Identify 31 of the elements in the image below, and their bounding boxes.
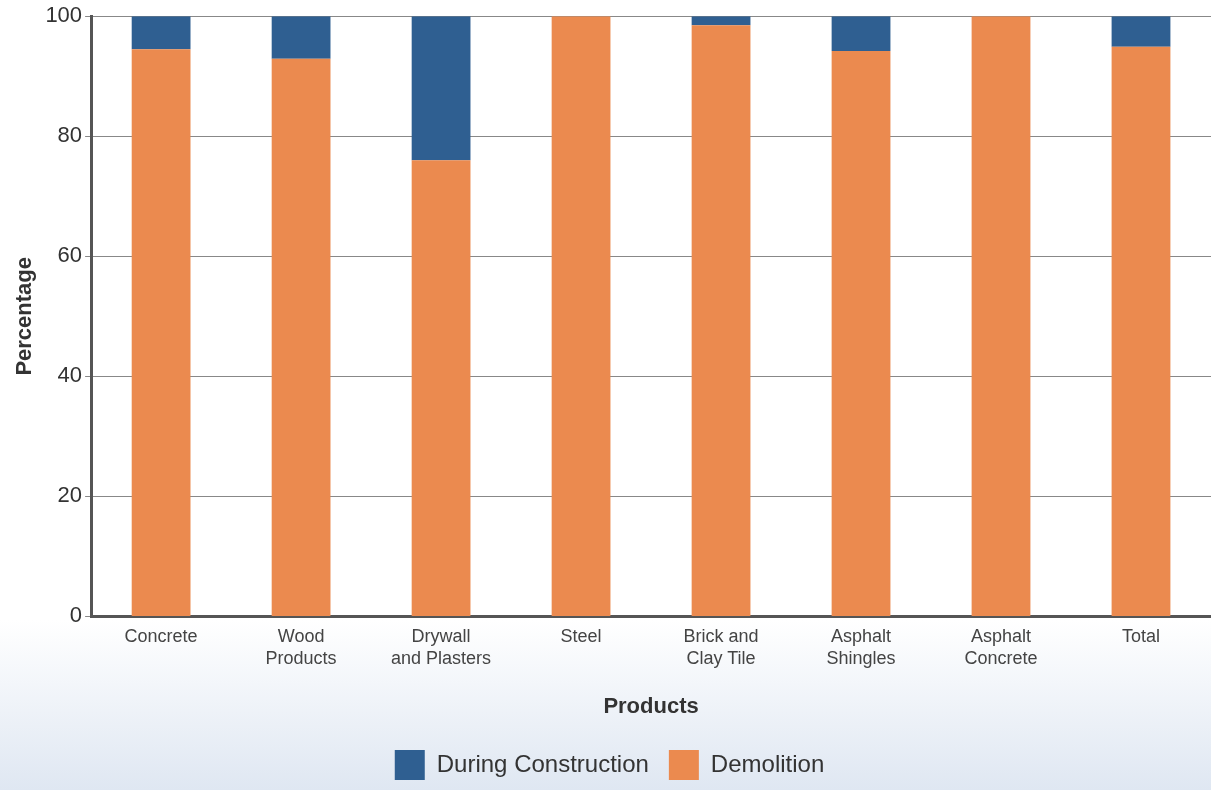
bar [971,16,1031,616]
legend-label: During Construction [436,749,649,777]
x-tick-label: Drywall and Plasters [391,626,492,668]
bar [831,16,891,52]
x-tick-label: Asphalt Shingles [826,626,896,668]
y-axis-title: Percentage [11,256,37,376]
legend-label: Demolition [710,749,825,777]
y-tick-label: 20 [57,482,83,508]
bar [831,51,891,616]
y-tick-label: 0 [69,602,83,628]
bar [131,16,191,50]
bar [551,16,611,616]
bar [691,25,751,616]
x-tick-label: Brick and Clay Tile [683,626,759,668]
y-tick-label: 80 [57,122,83,148]
bar [271,16,331,59]
y-tick-label: 40 [57,362,83,388]
y-tick-label: 60 [57,242,83,268]
y-tick-label: 100 [45,2,83,28]
bar [131,49,191,616]
x-tick-label: Wood Products [265,626,337,668]
bar [1111,16,1171,47]
x-tick-label: Total [1121,626,1161,647]
x-axis-title: Products [603,692,699,718]
bar [411,16,471,161]
bar [271,58,331,616]
x-tick-label: Concrete [124,626,198,647]
x-tick-label: Steel [560,626,602,647]
x-tick-label: Asphalt Concrete [964,626,1038,668]
bar [1111,46,1171,616]
bar [411,160,471,616]
